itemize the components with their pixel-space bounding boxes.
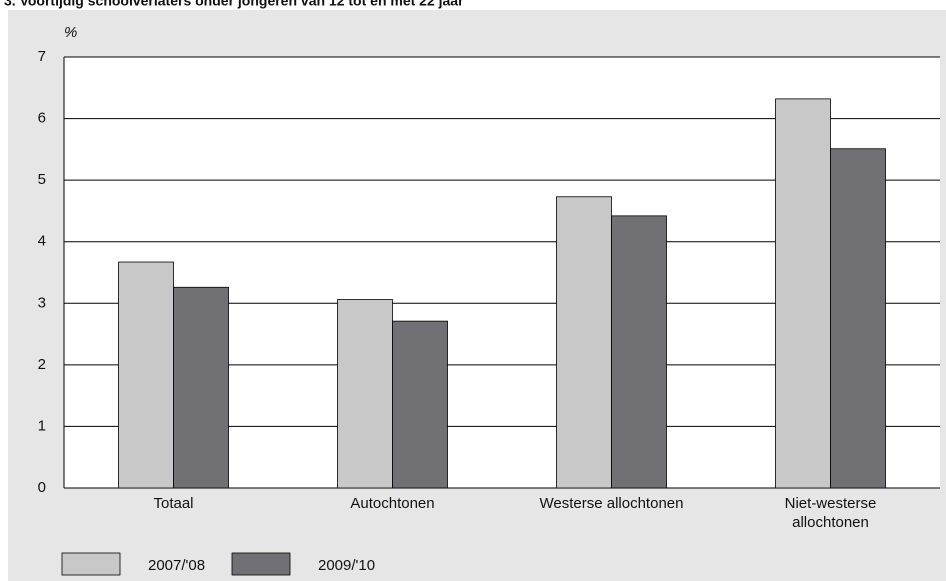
bar: [392, 320, 448, 489]
bar: [611, 215, 667, 489]
y-axis-label: %: [64, 24, 77, 41]
bar: [556, 196, 612, 489]
x-tick-label: Autochtonen: [350, 495, 435, 512]
y-tick-label: 6: [38, 110, 46, 127]
bar: [775, 98, 831, 489]
bar: [337, 299, 393, 489]
bar: [118, 261, 174, 489]
chart-title: 3. Voortijdig schoolverlaters onder jong…: [4, 0, 464, 9]
y-tick-label: 2: [38, 356, 46, 373]
bar: [173, 286, 229, 489]
x-tick-label: Westerse allochtonen: [539, 495, 684, 512]
y-tick-label: 5: [38, 171, 46, 188]
y-tick-label: 4: [38, 233, 46, 250]
legend-swatch: [61, 552, 121, 576]
legend-label: 2009/'10: [318, 557, 375, 574]
y-tick-label: 7: [38, 48, 46, 65]
legend-swatch: [231, 552, 291, 576]
bar: [830, 148, 886, 489]
x-tick-label: Totaal: [153, 495, 194, 512]
x-tick-label: Niet-westerse allochtonen: [784, 495, 877, 531]
legend-label: 2007/'08: [148, 557, 205, 574]
y-tick-label: 3: [38, 294, 46, 311]
y-tick-label: 1: [38, 417, 46, 434]
y-tick-label: 0: [38, 479, 46, 496]
